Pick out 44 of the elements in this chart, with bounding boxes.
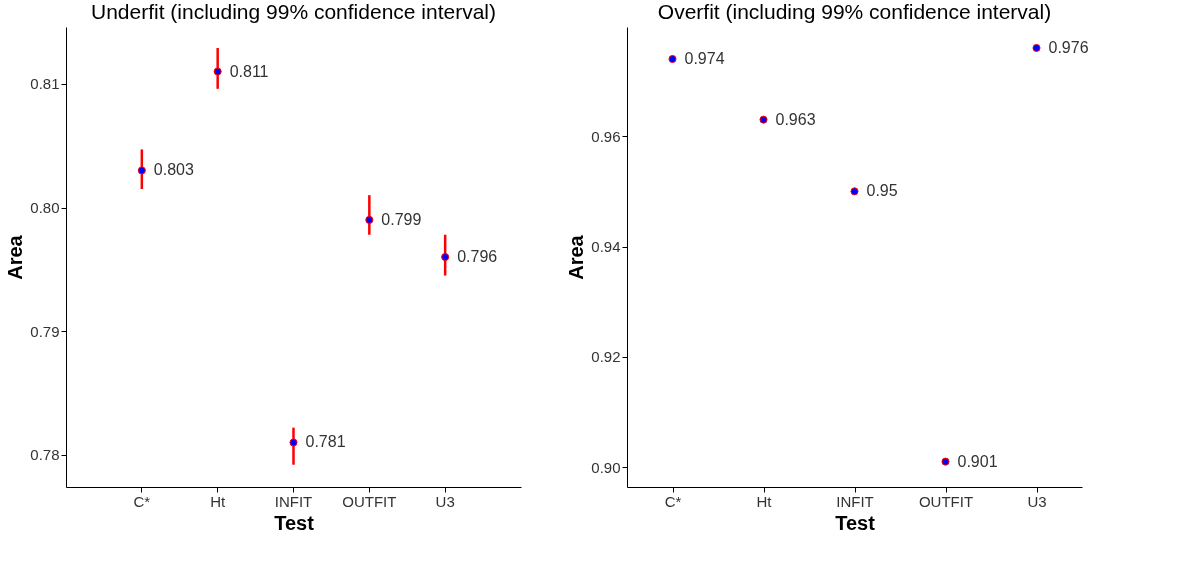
data-label: 0.811: [229, 62, 269, 80]
x-axis-title: Test: [274, 511, 315, 534]
y-tick-label: 0.90: [591, 458, 621, 476]
data-label: 0.95: [866, 182, 898, 200]
data-label: 0.799: [381, 210, 422, 228]
data-label: 0.901: [957, 452, 998, 470]
point: [137, 166, 146, 175]
x-tick-label: C*: [664, 492, 682, 510]
y-tick-label: 0.78: [30, 446, 60, 464]
y-tick-label: 0.92: [591, 348, 621, 366]
chart-title: Underfit (including 99% confidence interval): [90, 0, 497, 23]
y-axis-title: Area: [4, 234, 27, 280]
y-tick-label: 0.94: [591, 238, 621, 256]
data-label: 0.796: [457, 248, 498, 265]
y-tick-label: 0.80: [30, 199, 60, 217]
x-tick-label: U3: [435, 492, 455, 510]
data-label: 0.976: [1048, 38, 1089, 56]
y-axis-title: Area: [565, 234, 588, 280]
y-tick-label: 0.79: [30, 322, 60, 340]
x-tick-label: U3: [1027, 492, 1047, 510]
data-label: 0.974: [684, 49, 725, 67]
x-tick-label: INFIT: [836, 492, 874, 510]
y-tick-label: 0.96: [591, 127, 621, 145]
point: [441, 252, 450, 262]
point: [1032, 43, 1041, 52]
point: [668, 54, 677, 64]
x-tick-label: OUTFIT: [342, 492, 397, 510]
point: [759, 115, 768, 124]
chart-title: Overfit (including 99% confidence interval): [657, 0, 1052, 23]
point: [365, 215, 374, 224]
point: [213, 67, 222, 76]
x-tick-label: C*: [133, 492, 151, 510]
x-tick-label: Ht: [756, 492, 773, 510]
y-tick-label: 0.81: [30, 75, 60, 93]
x-tick-label: INFIT: [274, 492, 313, 510]
x-tick-label: OUTFIT: [918, 492, 974, 510]
point: [850, 187, 859, 196]
data-label: 0.963: [775, 110, 816, 128]
point: [941, 457, 950, 466]
point: [289, 438, 298, 447]
x-axis-title: Test: [835, 511, 876, 534]
data-label: 0.781: [305, 433, 346, 451]
data-label: 0.803: [153, 161, 194, 179]
x-tick-label: Ht: [210, 492, 226, 510]
